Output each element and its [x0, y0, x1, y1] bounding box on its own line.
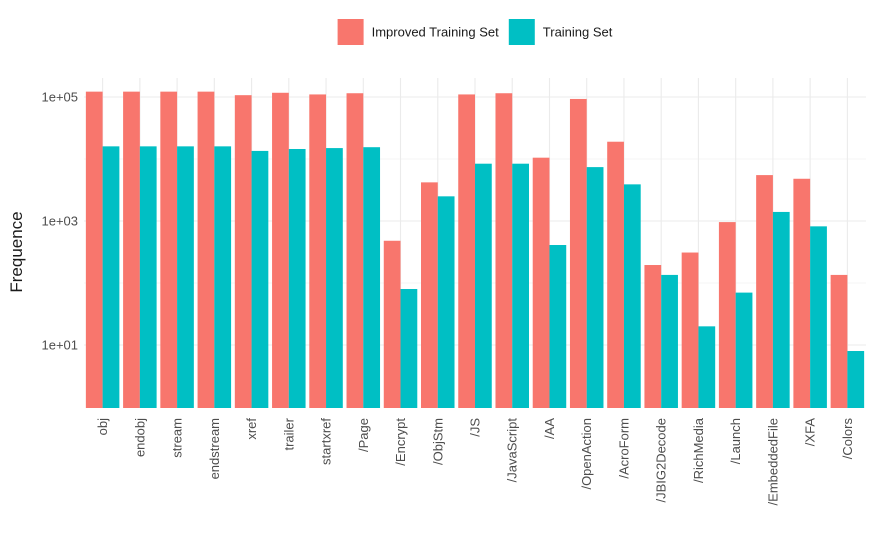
x-tick-label: /ObjStm: [430, 418, 445, 465]
x-tick-label: /OpenAction: [579, 418, 594, 490]
bar: [681, 252, 699, 408]
bar: [400, 289, 418, 408]
bar: [102, 146, 120, 409]
bar: [793, 178, 811, 408]
bar: [735, 292, 753, 408]
bar: [549, 245, 567, 408]
x-tick-label: /JBIG2Decode: [654, 418, 669, 503]
bar: [830, 274, 848, 408]
bar: [623, 184, 641, 408]
x-tick-label: endobj: [132, 418, 147, 457]
bar: [160, 91, 178, 408]
y-axis-ticks: 1e+01 1e+03 1e+05: [41, 90, 78, 353]
x-tick-label: /XFA: [803, 418, 818, 447]
x-axis-ticks: obj endobj stream endstream xref trailer start…: [95, 417, 855, 505]
bar: [532, 157, 550, 408]
bars: [85, 91, 865, 409]
x-tick-label: /AA: [542, 418, 557, 439]
bar: [718, 222, 736, 408]
x-tick-label: startxref: [319, 418, 334, 465]
x-tick-label: /Page: [356, 418, 371, 452]
bar: [772, 211, 790, 408]
bar: [495, 93, 513, 409]
bar: [177, 146, 194, 409]
x-tick-label: /AcroForm: [616, 418, 631, 479]
bar: [421, 182, 438, 408]
bar: [346, 93, 364, 409]
bar: [475, 163, 492, 408]
legend: Improved Training Set Training Set: [337, 19, 613, 45]
x-tick-label: stream: [170, 418, 185, 458]
bar: [644, 265, 662, 408]
bar: [437, 196, 455, 408]
bar: [309, 94, 327, 408]
bar: [698, 326, 716, 408]
x-tick-label: /Launch: [728, 418, 743, 464]
x-tick-label: /JavaScript: [505, 418, 520, 483]
x-tick-label: xref: [244, 418, 259, 440]
bar: [756, 175, 773, 408]
x-tick-label: /EmbeddedFile: [765, 418, 780, 505]
bar: [288, 148, 306, 408]
bar: [512, 163, 529, 408]
bar: [810, 226, 827, 408]
bar: [607, 141, 624, 408]
bar: [272, 92, 289, 409]
x-tick-label: endstream: [207, 418, 222, 479]
legend-key: [337, 19, 364, 45]
bar: [139, 146, 157, 409]
legend-key: [508, 19, 535, 45]
bar: [251, 150, 269, 408]
bar: [123, 91, 140, 408]
bar: [586, 167, 604, 408]
bar: [661, 274, 678, 408]
bar: [214, 146, 232, 409]
y-axis-title: Frequence: [7, 211, 26, 292]
bar: [383, 240, 401, 408]
x-tick-label: /Colors: [840, 418, 855, 460]
x-tick-label: /RichMedia: [691, 417, 706, 483]
legend-label: Training Set: [543, 25, 613, 40]
bar: [197, 91, 215, 408]
y-tick-label: 1e+01: [41, 338, 78, 353]
legend-label: Improved Training Set: [372, 25, 500, 40]
bar: [363, 147, 381, 408]
y-tick-label: 1e+05: [41, 90, 78, 105]
bar: [326, 148, 343, 408]
y-tick-label: 1e+03: [41, 214, 78, 229]
bar: [85, 91, 103, 408]
x-tick-label: /Encrypt: [393, 418, 408, 466]
bar: [458, 94, 475, 408]
x-tick-label: trailer: [281, 417, 296, 450]
x-tick-label: obj: [95, 418, 110, 435]
bar: [234, 95, 252, 408]
bar: [569, 98, 587, 409]
x-tick-label: /JS: [468, 418, 483, 437]
bar: [847, 351, 865, 408]
